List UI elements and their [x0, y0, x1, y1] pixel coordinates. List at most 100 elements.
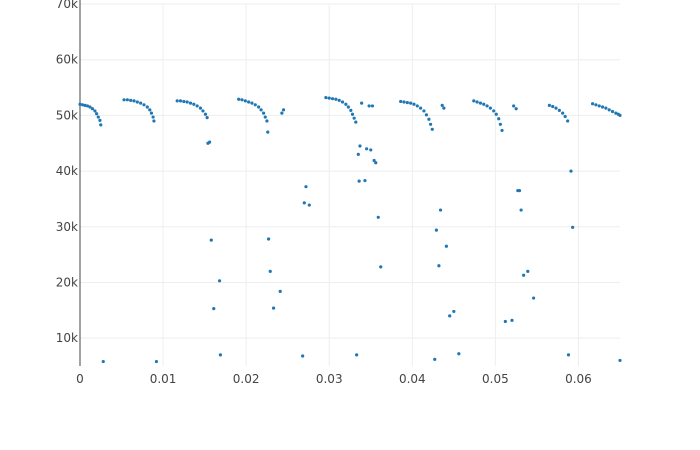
data-point	[198, 106, 203, 110]
data-point	[263, 115, 267, 119]
data-point	[569, 169, 573, 173]
data-point	[498, 122, 502, 126]
data-point	[442, 106, 446, 110]
data-point	[357, 179, 361, 183]
data-point	[250, 101, 254, 105]
data-point	[600, 105, 605, 109]
data-point	[488, 106, 492, 110]
data-point	[237, 97, 241, 101]
data-point	[344, 102, 348, 106]
data-point	[594, 103, 598, 107]
data-point	[195, 104, 199, 108]
y-tick-label: 50k	[56, 108, 78, 122]
data-point	[149, 111, 154, 115]
data-point	[444, 244, 448, 248]
data-point	[365, 147, 369, 151]
data-point	[415, 104, 419, 108]
data-point	[497, 117, 501, 121]
data-point	[379, 265, 383, 269]
data-point	[571, 225, 575, 229]
y-tick-label: 10k	[56, 331, 78, 345]
data-point	[278, 289, 282, 293]
data-point	[457, 352, 461, 356]
data-point	[334, 97, 338, 101]
data-point	[88, 105, 92, 109]
y-tick-label: 30k	[56, 220, 78, 234]
y-tick-label: 70k	[56, 0, 78, 11]
data-point	[422, 109, 426, 113]
data-point	[472, 99, 476, 103]
data-point	[142, 103, 146, 107]
data-point	[512, 104, 516, 108]
data-point	[510, 318, 514, 322]
x-tick-label: 0	[76, 372, 84, 386]
data-point	[482, 102, 486, 106]
y-axis: 10k 20k 30k 40k 50k 60k 70k	[56, 0, 81, 366]
data-point	[346, 105, 350, 109]
data-point	[350, 112, 355, 116]
data-point	[208, 140, 212, 144]
data-point	[372, 158, 376, 163]
data-point	[566, 119, 570, 123]
data-point	[618, 358, 622, 363]
data-point	[485, 104, 489, 108]
data-point	[192, 102, 196, 106]
data-point	[428, 122, 433, 126]
data-point	[590, 102, 595, 106]
x-tick-label: 0.03	[316, 372, 343, 386]
data-point	[419, 106, 423, 110]
data-point	[301, 354, 305, 358]
x-tick-label: 0.02	[233, 372, 260, 386]
data-point	[500, 128, 504, 133]
data-point	[99, 123, 103, 127]
data-point	[526, 269, 530, 273]
data-point	[356, 152, 360, 156]
data-point	[522, 273, 526, 277]
data-point	[358, 144, 362, 148]
data-point	[367, 104, 371, 108]
data-point	[152, 119, 156, 123]
data-point	[352, 116, 356, 120]
data-point	[614, 111, 618, 115]
data-point	[566, 353, 571, 357]
data-point	[307, 203, 311, 207]
data-point	[247, 100, 251, 104]
data-point	[175, 99, 179, 103]
x-tick-label: 0.01	[150, 372, 177, 386]
data-point	[360, 101, 364, 105]
data-point	[154, 359, 159, 364]
data-point	[434, 228, 438, 232]
data-point	[448, 314, 452, 318]
data-point	[188, 101, 193, 105]
data-point	[178, 99, 183, 103]
data-point	[330, 97, 335, 101]
data-point	[139, 101, 143, 105]
data-point	[243, 99, 247, 103]
data-point	[363, 178, 367, 183]
data-point	[253, 103, 257, 107]
data-point	[281, 108, 286, 112]
data-point	[218, 353, 222, 357]
data-point	[201, 109, 205, 113]
data-point	[266, 237, 271, 241]
data-point	[135, 100, 139, 104]
data-point	[519, 208, 523, 212]
data-point	[266, 130, 270, 134]
y-tick-label: 20k	[56, 275, 78, 289]
data-point	[125, 98, 129, 102]
data-point	[557, 108, 561, 112]
data-point	[433, 357, 437, 361]
data-point	[83, 103, 87, 107]
data-point	[547, 103, 551, 107]
data-point	[437, 264, 441, 268]
data-point	[532, 296, 536, 300]
data-point	[374, 161, 378, 165]
data-point	[327, 96, 331, 100]
data-points	[78, 95, 622, 364]
data-point	[405, 100, 409, 105]
data-point	[271, 306, 276, 310]
data-point	[475, 100, 479, 104]
data-point	[129, 98, 133, 102]
data-point	[610, 109, 615, 114]
